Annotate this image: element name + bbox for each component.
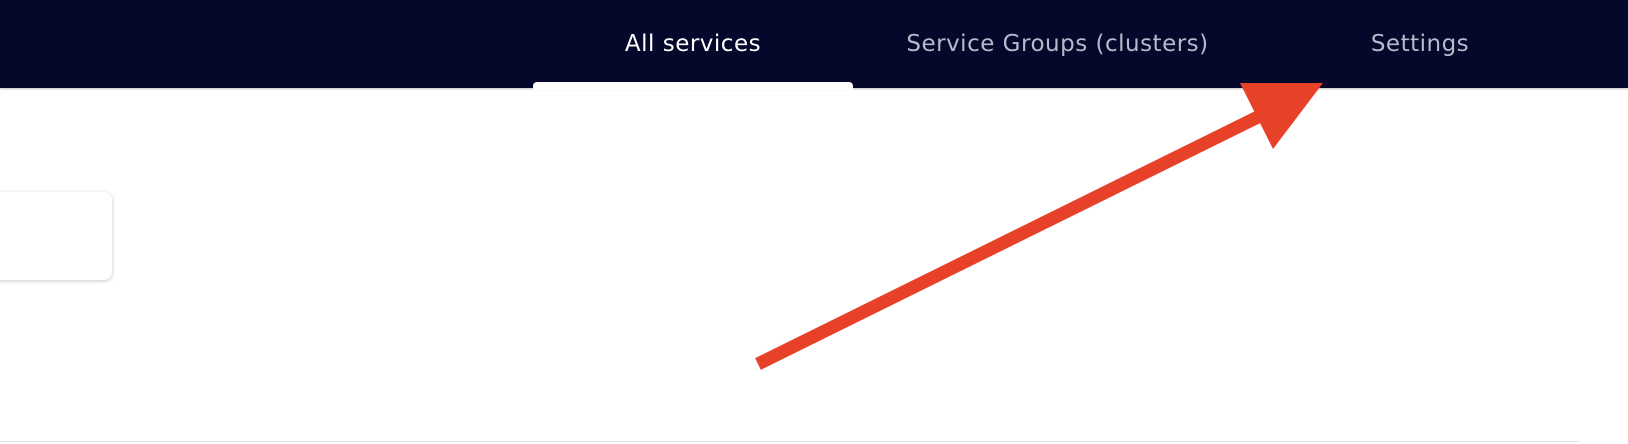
- annotation-arrow-shaft: [755, 106, 1271, 370]
- tab-settings[interactable]: Settings: [1370, 31, 1470, 57]
- content-divider: [0, 441, 1580, 442]
- tab-all-services[interactable]: All services: [624, 31, 762, 57]
- top-navigation-bar: All services Service Groups (clusters) S…: [0, 0, 1628, 90]
- content-card: [0, 192, 112, 280]
- tab-service-groups[interactable]: Service Groups (clusters): [906, 31, 1209, 57]
- active-tab-indicator: [533, 82, 853, 90]
- annotation-arrow-head: [1240, 83, 1323, 149]
